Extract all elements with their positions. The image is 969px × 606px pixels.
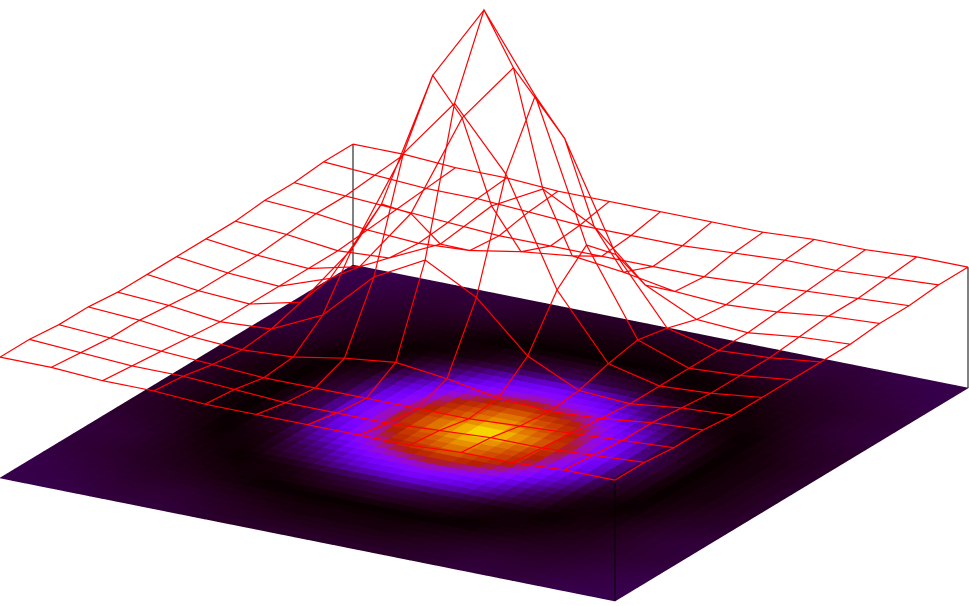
mesh-column xyxy=(563,256,918,471)
mesh-column xyxy=(512,249,866,464)
mesh-column xyxy=(50,153,405,368)
mesh-column xyxy=(460,238,815,453)
mesh-column xyxy=(358,94,713,436)
mesh-row xyxy=(352,143,969,268)
mesh-row xyxy=(323,161,939,286)
wireframe xyxy=(0,8,969,481)
mesh-column xyxy=(153,177,508,392)
mesh-column xyxy=(614,266,969,481)
mesh-column xyxy=(256,74,610,415)
mesh-column xyxy=(204,190,559,405)
mesh-column xyxy=(307,8,661,426)
mesh-column xyxy=(409,231,764,446)
heatmap xyxy=(0,264,969,602)
mesh-column xyxy=(0,143,354,358)
